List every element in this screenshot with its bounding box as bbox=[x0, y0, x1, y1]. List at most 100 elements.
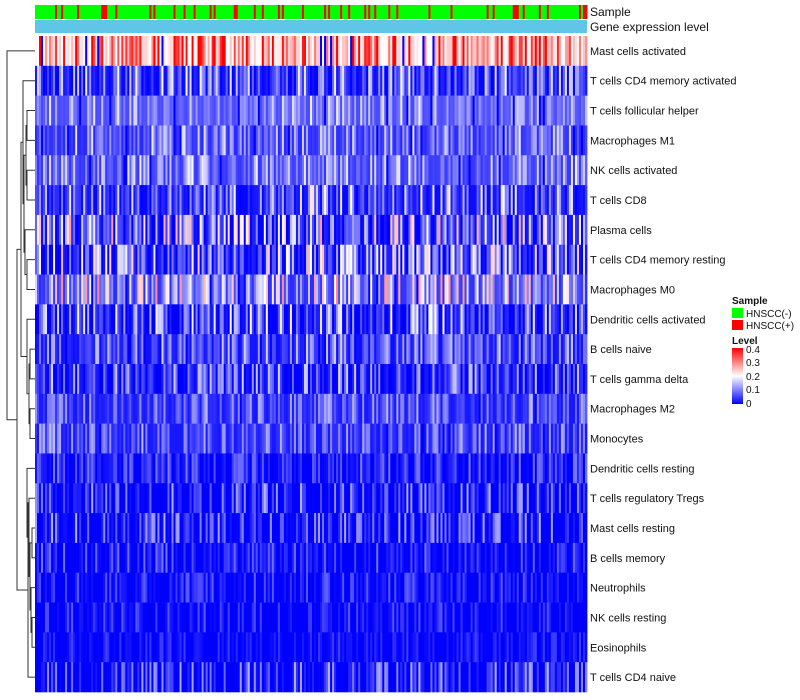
heatmap-cell bbox=[189, 244, 192, 275]
heatmap-cell bbox=[572, 274, 576, 305]
heatmap-cell bbox=[384, 185, 387, 216]
heatmap-cell bbox=[99, 334, 102, 365]
heatmap-cell bbox=[414, 274, 417, 305]
heatmap-cell bbox=[456, 513, 459, 544]
heatmap-cell bbox=[436, 513, 439, 544]
heatmap-cell bbox=[89, 423, 92, 454]
heatmap-cell bbox=[107, 65, 110, 96]
heatmap-cell bbox=[500, 95, 504, 126]
heatmap-cell bbox=[241, 65, 245, 96]
heatmap-cell bbox=[285, 453, 289, 484]
heatmap-cell bbox=[231, 36, 235, 67]
heatmap-cell bbox=[135, 334, 138, 365]
heatmap-cell bbox=[217, 155, 221, 186]
sample-annotation-cell bbox=[193, 5, 196, 19]
heatmap-cell bbox=[63, 513, 66, 544]
heatmap-cell bbox=[177, 453, 180, 484]
heatmap-cell bbox=[273, 36, 277, 67]
heatmap-cell bbox=[243, 304, 247, 335]
sample-annotation-cell bbox=[484, 5, 488, 19]
heatmap-cell bbox=[564, 483, 568, 514]
heatmap-cell bbox=[283, 155, 287, 186]
heatmap-cell bbox=[239, 125, 243, 156]
heatmap-cell bbox=[392, 155, 395, 186]
heatmap-cell bbox=[143, 393, 146, 424]
heatmap-cell bbox=[205, 125, 209, 156]
heatmap-cell bbox=[522, 513, 526, 544]
heatmap-cell bbox=[263, 155, 267, 186]
heatmap-cell bbox=[279, 393, 283, 424]
heatmap-cell bbox=[167, 304, 170, 335]
heatmap-cell bbox=[310, 364, 313, 395]
heatmap-cell bbox=[259, 36, 263, 67]
heatmap-cell bbox=[498, 244, 502, 275]
dendrogram-branch bbox=[6, 50, 35, 421]
heatmap-cell bbox=[293, 185, 297, 216]
heatmap-cell bbox=[243, 483, 247, 514]
heatmap-cell bbox=[245, 364, 249, 395]
heatmap-cell bbox=[145, 334, 148, 365]
heatmap-cell bbox=[320, 185, 323, 216]
heatmap-cell bbox=[117, 334, 120, 365]
heatmap-cell bbox=[119, 36, 122, 67]
heatmap-cell bbox=[75, 65, 78, 96]
heatmap-cell bbox=[442, 453, 445, 484]
heatmap-cell bbox=[562, 65, 566, 96]
heatmap-cell bbox=[283, 274, 287, 305]
heatmap-cell bbox=[103, 304, 106, 335]
heatmap-cell bbox=[428, 214, 431, 246]
heatmap-cell bbox=[448, 274, 451, 305]
heatmap-cell bbox=[318, 244, 321, 275]
heatmap-cell bbox=[328, 304, 331, 335]
heatmap-cell bbox=[522, 483, 526, 514]
heatmap-cell bbox=[522, 304, 526, 335]
heatmap-cell bbox=[151, 364, 154, 395]
heatmap-cell bbox=[392, 95, 395, 126]
heatmap-cell bbox=[432, 65, 435, 96]
heatmap-cell bbox=[115, 513, 118, 544]
heatmap-cell bbox=[229, 65, 233, 96]
heatmap-cell bbox=[299, 36, 303, 67]
heatmap-cell bbox=[510, 185, 514, 216]
heatmap-cell bbox=[556, 214, 560, 246]
heatmap-cell bbox=[285, 244, 289, 275]
heatmap-cell bbox=[263, 214, 267, 246]
heatmap-cell bbox=[297, 304, 301, 335]
heatmap-cell bbox=[119, 513, 122, 544]
heatmap-cell bbox=[566, 155, 570, 186]
heatmap-cell bbox=[334, 483, 337, 514]
heatmap-cell bbox=[572, 214, 576, 246]
heatmap-cell bbox=[261, 214, 265, 246]
heatmap-cell bbox=[530, 95, 534, 126]
heatmap-cell bbox=[67, 453, 70, 484]
heatmap-cell bbox=[544, 214, 548, 246]
heatmap-cell bbox=[177, 95, 180, 126]
heatmap-cell bbox=[452, 125, 455, 156]
heatmap-cell bbox=[580, 214, 584, 246]
heatmap-cell bbox=[273, 214, 277, 246]
heatmap-cell bbox=[87, 214, 90, 246]
heatmap-cell bbox=[243, 364, 247, 395]
heatmap-cell bbox=[129, 513, 132, 544]
heatmap-cell bbox=[63, 453, 66, 484]
heatmap-cell bbox=[342, 274, 345, 305]
heatmap-cell bbox=[584, 244, 588, 275]
heatmap-cell bbox=[310, 334, 313, 365]
heatmap-cell bbox=[516, 155, 520, 186]
heatmap-cell bbox=[500, 483, 504, 514]
heatmap-cell bbox=[119, 214, 122, 246]
heatmap-cell bbox=[554, 423, 558, 454]
heatmap-cell bbox=[67, 155, 70, 186]
heatmap-cell bbox=[201, 453, 205, 484]
heatmap-row bbox=[35, 483, 588, 514]
heatmap-cell bbox=[564, 513, 568, 544]
heatmap-cell bbox=[117, 214, 120, 246]
heatmap-cell bbox=[354, 304, 357, 335]
heatmap-cell bbox=[165, 304, 168, 335]
heatmap-cell bbox=[574, 36, 578, 67]
heatmap-cell bbox=[183, 185, 186, 216]
heatmap-cell bbox=[273, 185, 277, 216]
heatmap-cell bbox=[297, 334, 301, 365]
heatmap-cell bbox=[141, 334, 144, 365]
sample-annotation-cell bbox=[71, 5, 74, 19]
